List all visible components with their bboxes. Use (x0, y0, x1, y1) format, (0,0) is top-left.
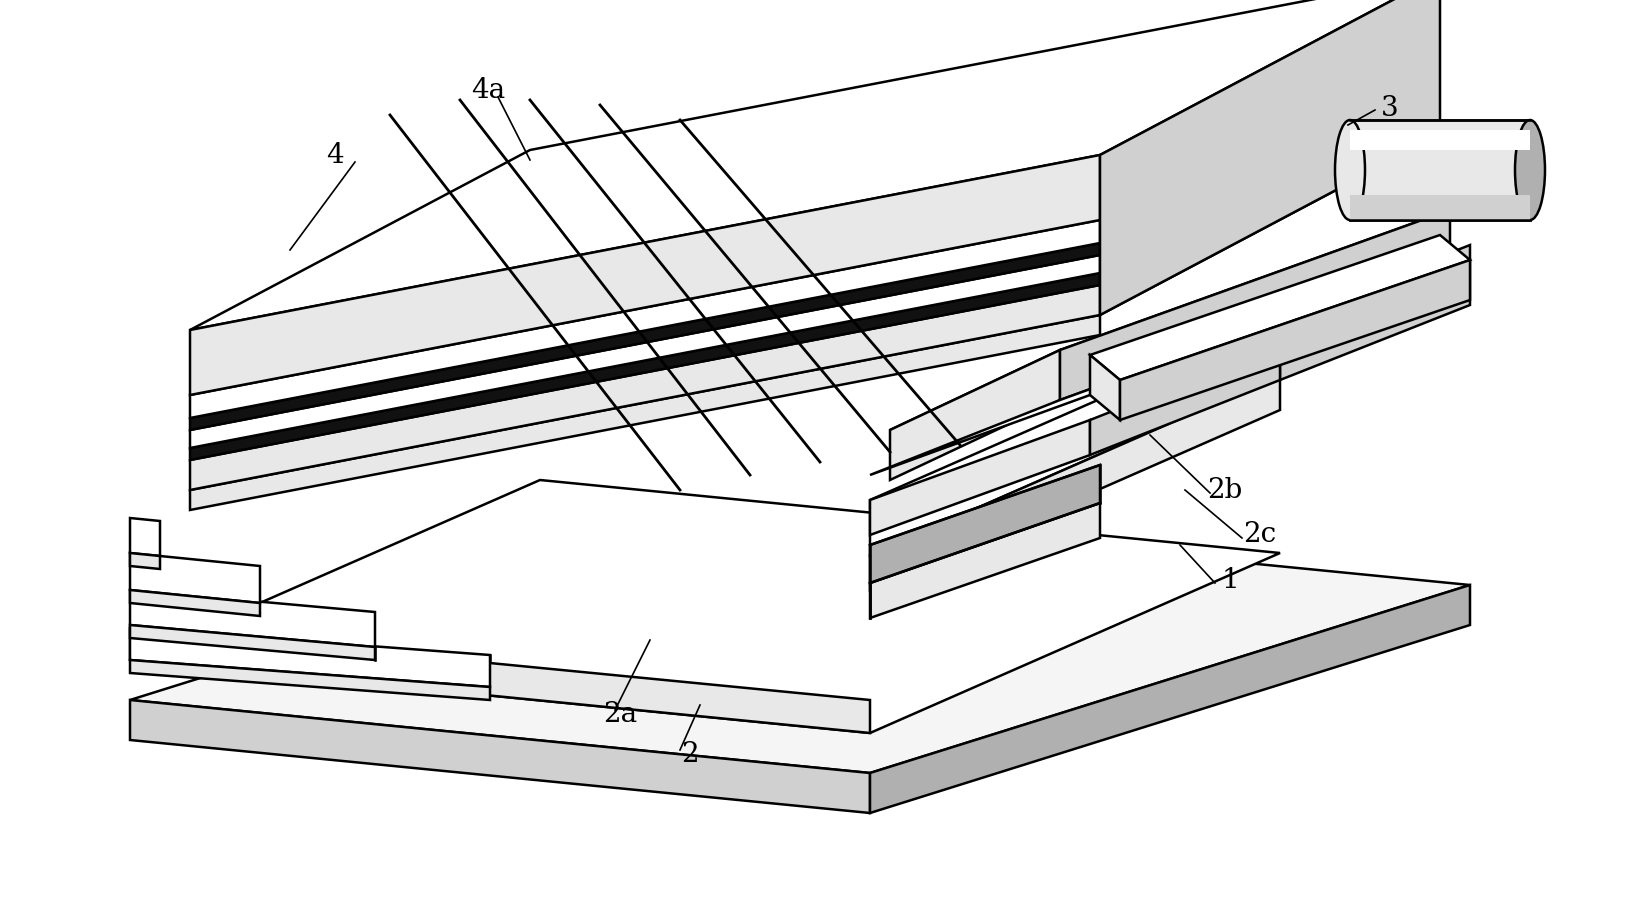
Polygon shape (1090, 345, 1280, 455)
Polygon shape (189, 63, 1439, 418)
Polygon shape (130, 590, 260, 616)
Polygon shape (189, 135, 1439, 490)
Polygon shape (189, 285, 1100, 490)
Text: 2b: 2b (1207, 476, 1242, 503)
Polygon shape (130, 625, 376, 660)
Polygon shape (889, 210, 1449, 430)
Polygon shape (130, 590, 376, 647)
Polygon shape (189, 75, 1439, 430)
Polygon shape (870, 320, 1280, 555)
Polygon shape (1351, 130, 1530, 150)
Polygon shape (870, 420, 1090, 535)
Polygon shape (189, 40, 1439, 395)
Polygon shape (1090, 355, 1120, 420)
Polygon shape (189, 105, 1439, 460)
Polygon shape (130, 512, 1471, 773)
Polygon shape (130, 660, 491, 700)
Polygon shape (130, 700, 870, 813)
Polygon shape (189, 243, 1100, 430)
Text: 4: 4 (326, 142, 344, 169)
Polygon shape (189, 155, 1100, 395)
Text: 4a: 4a (471, 76, 506, 103)
Polygon shape (870, 375, 1280, 590)
Polygon shape (130, 628, 870, 733)
Polygon shape (1061, 210, 1449, 400)
Polygon shape (1090, 235, 1471, 380)
Polygon shape (870, 320, 1280, 475)
Polygon shape (889, 350, 1061, 480)
Text: 2a: 2a (603, 701, 637, 728)
Polygon shape (130, 553, 160, 569)
Polygon shape (130, 553, 260, 603)
Polygon shape (1100, 0, 1439, 315)
Polygon shape (189, 255, 1100, 448)
Polygon shape (189, 220, 1100, 418)
Polygon shape (870, 465, 1100, 583)
Polygon shape (130, 480, 1280, 733)
Polygon shape (870, 585, 1471, 813)
Text: 3: 3 (1382, 94, 1398, 121)
Polygon shape (189, 315, 1100, 510)
Polygon shape (130, 518, 160, 556)
Polygon shape (1351, 195, 1530, 220)
Text: 2c: 2c (1243, 521, 1276, 548)
Polygon shape (189, 93, 1439, 448)
Polygon shape (189, 0, 1439, 330)
Polygon shape (1351, 120, 1530, 220)
Polygon shape (130, 628, 491, 687)
Ellipse shape (1515, 120, 1545, 220)
Polygon shape (870, 503, 1100, 618)
Polygon shape (1120, 260, 1471, 420)
Polygon shape (189, 273, 1100, 460)
Polygon shape (1280, 245, 1471, 380)
Text: 2: 2 (682, 742, 698, 769)
Ellipse shape (1336, 120, 1365, 220)
Text: 1: 1 (1220, 567, 1239, 594)
